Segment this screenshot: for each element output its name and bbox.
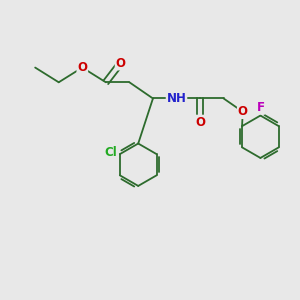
Text: O: O — [116, 57, 126, 70]
Text: O: O — [195, 116, 205, 128]
Text: O: O — [77, 61, 87, 74]
Text: Cl: Cl — [104, 146, 117, 159]
Text: F: F — [256, 101, 264, 114]
Text: O: O — [238, 105, 248, 118]
Text: NH: NH — [167, 92, 186, 105]
